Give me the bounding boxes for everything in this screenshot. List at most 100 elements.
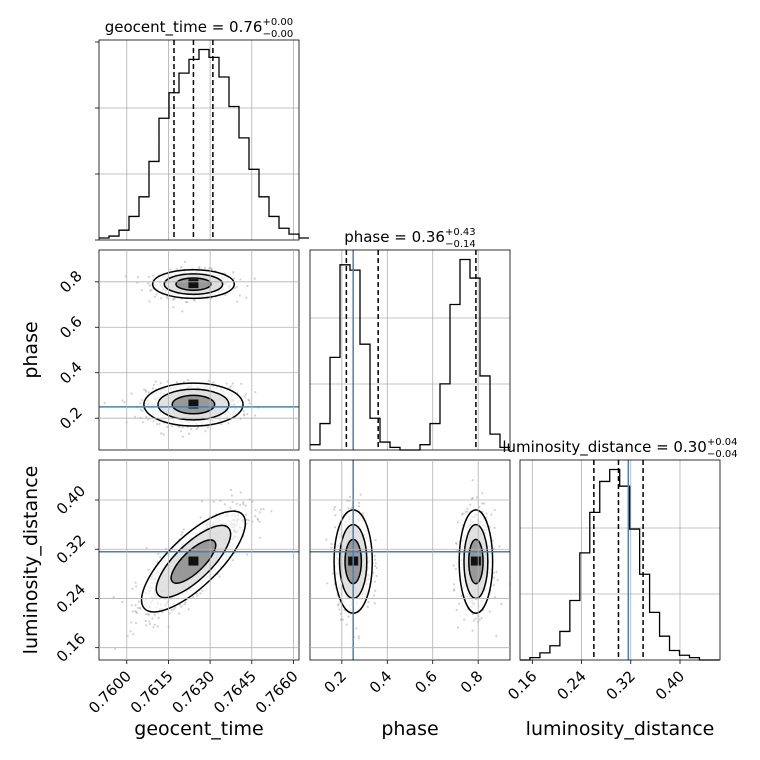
sample-point [232, 277, 236, 280]
sample-point [248, 402, 251, 405]
sample-point [151, 617, 154, 620]
sample-point [452, 564, 455, 567]
sample-point [373, 594, 376, 597]
sample-point [141, 399, 144, 402]
sample-point [471, 629, 474, 632]
hist-panel-phase: phase = 0.36+0.43 −0.14 [309, 227, 511, 451]
sample-point [492, 576, 495, 579]
sample-point [242, 501, 245, 504]
sample-point [218, 575, 221, 578]
sample-point [367, 600, 370, 604]
sample-point [245, 553, 249, 556]
sample-point [455, 542, 458, 545]
sample-point [133, 415, 136, 418]
sample-point [253, 277, 256, 280]
y-tick-label: 0.6 [56, 312, 86, 342]
y-tick-label: 0.4 [56, 358, 86, 388]
sample-point [240, 382, 243, 385]
sample-point [493, 508, 496, 511]
sample-point [373, 580, 376, 583]
sample-point [147, 569, 150, 572]
sample-point [179, 430, 183, 433]
sample-point [236, 285, 239, 288]
sample-point [155, 293, 158, 296]
sample-point [495, 570, 498, 574]
grid-1-2 [310, 460, 510, 660]
sample-point [224, 293, 227, 297]
histogram-luminosity_distance [520, 468, 720, 661]
sample-point [148, 620, 151, 623]
sample-point [243, 414, 246, 417]
sample-point [186, 378, 189, 382]
x-tick-label: 0.24 [553, 667, 589, 703]
sample-point [178, 426, 181, 429]
sample-point [337, 602, 340, 606]
sample-point [121, 399, 124, 402]
sample-point [238, 294, 241, 297]
sample-point [236, 300, 239, 303]
sample-point [177, 612, 181, 615]
sample-point [454, 568, 457, 571]
sample-point [464, 510, 467, 513]
sample-point [148, 622, 152, 626]
sample-point [357, 637, 360, 640]
sample-point [153, 623, 156, 627]
sample-point [239, 278, 242, 281]
sample-point [361, 512, 365, 515]
sample-point [181, 426, 184, 429]
sample-point [157, 552, 160, 556]
sample-point [336, 604, 340, 607]
sample-point [141, 409, 144, 412]
sample-point [374, 564, 377, 568]
sample-point [144, 390, 147, 393]
sample-point [492, 584, 495, 587]
sample-point [139, 607, 142, 610]
joint-panel-geocent_time-phase [98, 249, 300, 451]
sample-point [160, 297, 163, 300]
sample-point [123, 401, 126, 404]
sample-point [204, 430, 207, 433]
y-tick-label: 0.2 [56, 403, 86, 433]
sample-point [229, 506, 232, 509]
sample-point [495, 634, 498, 638]
density-peak [188, 556, 199, 566]
sample-point [145, 613, 148, 616]
x-tick-label: 0.7615 [127, 667, 177, 717]
sample-point [259, 536, 262, 539]
sample-point [196, 594, 199, 597]
sample-point [145, 546, 148, 550]
sample-point [175, 267, 178, 270]
sample-point [333, 508, 336, 511]
sample-point [143, 388, 146, 391]
x-tick-label: 0.40 [652, 667, 688, 703]
sample-point [254, 391, 257, 394]
sample-point [466, 510, 469, 513]
sample-point [472, 619, 476, 622]
sample-point [162, 433, 165, 436]
sample-point [326, 582, 329, 585]
sample-point [373, 602, 376, 605]
x-axis-label: geocent_time [134, 718, 263, 740]
sample-point [169, 268, 172, 271]
sample-point [131, 610, 134, 613]
sample-point [190, 427, 193, 430]
sample-point [254, 515, 257, 518]
sample-point [229, 488, 232, 492]
sample-point [135, 585, 138, 588]
grid-0-1 [99, 250, 299, 450]
sample-point [129, 630, 132, 633]
sample-point [247, 519, 250, 522]
x-axis-label: luminosity_distance [526, 718, 715, 740]
sample-point [458, 602, 461, 605]
sample-point [230, 385, 233, 388]
sample-point [173, 297, 176, 300]
sample-point [147, 275, 150, 278]
sample-point [231, 559, 234, 562]
sample-point [156, 625, 159, 628]
sample-point [135, 611, 139, 615]
sample-point [135, 610, 138, 613]
sample-point [151, 387, 154, 390]
sample-point [154, 380, 157, 383]
sample-point [183, 260, 187, 263]
